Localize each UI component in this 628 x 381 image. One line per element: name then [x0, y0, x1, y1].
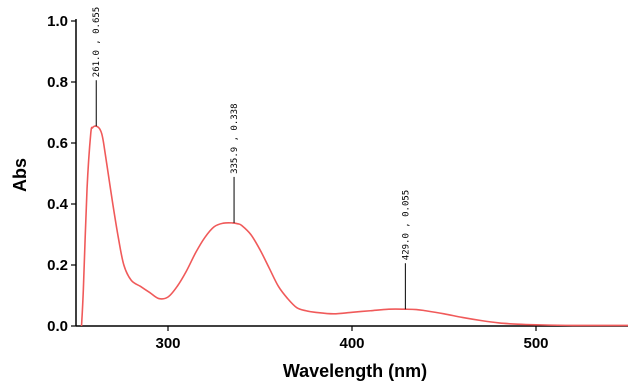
series [80, 125, 628, 327]
y-tick-label: 0.6 [47, 135, 68, 152]
y-tick-label: 1.0 [47, 13, 68, 30]
peak-label: 335.9 , 0.338 [230, 103, 240, 173]
absorbance-line [80, 125, 628, 327]
y-tick-label: 0.8 [47, 74, 68, 91]
axes [75, 19, 628, 327]
y-tick-label: 0.4 [47, 196, 69, 213]
x-tick-label: 500 [523, 335, 548, 352]
x-axis-title: Wavelength (nm) [283, 361, 427, 381]
x-tick-label: 300 [155, 335, 180, 352]
x-ticks: 300 400 500 [155, 326, 549, 352]
peak-annotations: 261.0 , 0.655 335.9 , 0.338 429.0 , 0.055 [92, 7, 411, 310]
peak-label: 429.0 , 0.055 [401, 190, 411, 260]
x-tick-label: 400 [339, 335, 364, 352]
y-axis-title: Abs [10, 158, 30, 192]
y-tick-label: 0.2 [47, 257, 68, 274]
peak-label: 261.0 , 0.655 [92, 7, 102, 77]
y-tick-label: 0.0 [47, 318, 68, 335]
y-ticks: 0.0 0.2 0.4 0.6 0.8 1.0 [47, 13, 76, 335]
